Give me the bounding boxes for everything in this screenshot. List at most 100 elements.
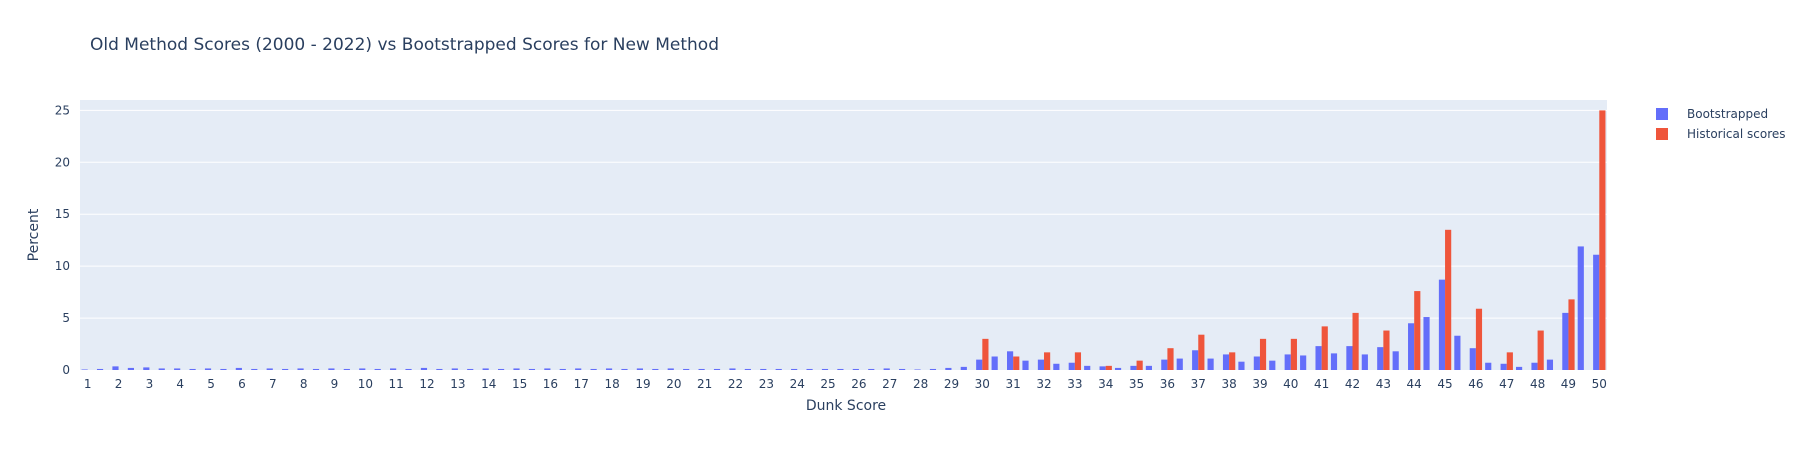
bar-bootstrapped[interactable] — [698, 368, 705, 370]
bar-bootstrapped[interactable] — [143, 367, 150, 370]
bar-bootstrapped[interactable] — [343, 368, 350, 370]
bar-bootstrapped[interactable] — [960, 366, 967, 370]
bar-bootstrapped[interactable] — [976, 359, 983, 370]
bar-bootstrapped[interactable] — [1346, 346, 1353, 370]
bar-bootstrapped[interactable] — [282, 368, 289, 370]
bar-bootstrapped[interactable] — [1546, 359, 1554, 370]
bar-bootstrapped[interactable] — [1408, 323, 1415, 370]
bar-historical-scores[interactable] — [1013, 356, 1020, 371]
bar-bootstrapped[interactable] — [189, 368, 196, 370]
bar-bootstrapped[interactable] — [713, 368, 721, 370]
bar-bootstrapped[interactable] — [1577, 246, 1584, 370]
bar-historical-scores[interactable] — [1198, 334, 1205, 370]
legend-item-historical-scores[interactable]: Historical scores — [1656, 127, 1786, 141]
bar-bootstrapped[interactable] — [1392, 351, 1399, 370]
bar-bootstrapped[interactable] — [1238, 361, 1245, 370]
bar-bootstrapped[interactable] — [852, 368, 859, 370]
bar-bootstrapped[interactable] — [112, 366, 119, 370]
bar-bootstrapped[interactable] — [1099, 366, 1106, 370]
bar-bootstrapped[interactable] — [390, 368, 397, 370]
bar-bootstrapped[interactable] — [760, 368, 767, 370]
bar-bootstrapped[interactable] — [1037, 359, 1045, 370]
bar-bootstrapped[interactable] — [420, 367, 428, 370]
bar-historical-scores[interactable] — [1105, 365, 1112, 370]
bar-bootstrapped[interactable] — [1176, 358, 1183, 370]
bar-bootstrapped[interactable] — [1053, 363, 1060, 370]
bar-bootstrapped[interactable] — [1222, 354, 1230, 370]
bar-bootstrapped[interactable] — [1130, 365, 1137, 370]
bar-bootstrapped[interactable] — [158, 368, 165, 370]
bar-bootstrapped[interactable] — [929, 368, 937, 370]
bar-bootstrapped[interactable] — [1284, 354, 1291, 370]
bar-bootstrapped[interactable] — [81, 369, 88, 370]
bar-bootstrapped[interactable] — [1114, 367, 1122, 370]
bar-historical-scores[interactable] — [1506, 352, 1513, 370]
bar-bootstrapped[interactable] — [590, 368, 597, 370]
bar-bootstrapped[interactable] — [1485, 362, 1492, 370]
bar-bootstrapped[interactable] — [1068, 362, 1075, 370]
bar-bootstrapped[interactable] — [991, 356, 998, 371]
bar-historical-scores[interactable] — [1044, 352, 1051, 370]
bar-bootstrapped[interactable] — [806, 368, 813, 370]
bar-bootstrapped[interactable] — [513, 368, 520, 370]
bar-bootstrapped[interactable] — [328, 368, 335, 370]
bar-bootstrapped[interactable] — [744, 368, 751, 370]
bar-bootstrapped[interactable] — [1423, 317, 1430, 370]
bar-historical-scores[interactable] — [1136, 360, 1143, 370]
bar-historical-scores[interactable] — [1321, 326, 1328, 370]
bar-historical-scores[interactable] — [1167, 348, 1174, 370]
bar-historical-scores[interactable] — [1537, 330, 1544, 370]
bar-bootstrapped[interactable] — [235, 367, 242, 370]
bar-bootstrapped[interactable] — [1022, 360, 1029, 370]
bar-bootstrapped[interactable] — [1084, 365, 1091, 370]
bar-bootstrapped[interactable] — [1454, 335, 1461, 370]
bar-bootstrapped[interactable] — [1330, 353, 1338, 370]
bar-bootstrapped[interactable] — [204, 368, 212, 370]
bar-historical-scores[interactable] — [1352, 312, 1359, 370]
bar-bootstrapped[interactable] — [729, 368, 736, 370]
bar-bootstrapped[interactable] — [1562, 312, 1569, 370]
bar-historical-scores[interactable] — [1445, 229, 1452, 370]
bar-historical-scores[interactable] — [982, 338, 989, 370]
bar-bootstrapped[interactable] — [266, 368, 273, 370]
bar-bootstrapped[interactable] — [1438, 279, 1446, 370]
bar-bootstrapped[interactable] — [451, 368, 458, 370]
bar-bootstrapped[interactable] — [359, 368, 366, 370]
bar-bootstrapped[interactable] — [482, 368, 489, 370]
bar-bootstrapped[interactable] — [297, 368, 304, 370]
bar-bootstrapped[interactable] — [1500, 363, 1507, 370]
bar-bootstrapped[interactable] — [821, 368, 829, 370]
bar-bootstrapped[interactable] — [605, 368, 613, 370]
bar-bootstrapped[interactable] — [1377, 347, 1384, 370]
bar-historical-scores[interactable] — [1229, 352, 1236, 370]
bar-bootstrapped[interactable] — [883, 368, 890, 370]
bar-bootstrapped[interactable] — [1269, 360, 1276, 370]
bar-bootstrapped[interactable] — [1531, 362, 1538, 370]
bar-bootstrapped[interactable] — [1315, 346, 1322, 370]
bar-historical-scores[interactable] — [1074, 352, 1082, 370]
bar-bootstrapped[interactable] — [1516, 366, 1523, 370]
bar-bootstrapped[interactable] — [945, 367, 952, 370]
bar-bootstrapped[interactable] — [436, 368, 443, 370]
bar-bootstrapped[interactable] — [868, 368, 875, 370]
bar-bootstrapped[interactable] — [374, 368, 381, 370]
bar-bootstrapped[interactable] — [899, 368, 906, 370]
bar-bootstrapped[interactable] — [775, 368, 782, 370]
bar-bootstrapped[interactable] — [683, 368, 690, 370]
bar-bootstrapped[interactable] — [1593, 254, 1600, 370]
bar-bootstrapped[interactable] — [1007, 351, 1014, 370]
bar-bootstrapped[interactable] — [498, 368, 505, 370]
bar-bootstrapped[interactable] — [1145, 365, 1152, 370]
bar-bootstrapped[interactable] — [1207, 358, 1214, 370]
bar-bootstrapped[interactable] — [96, 368, 104, 370]
bar-bootstrapped[interactable] — [251, 368, 258, 370]
bar-bootstrapped[interactable] — [174, 368, 181, 370]
bar-bootstrapped[interactable] — [575, 368, 582, 370]
bar-bootstrapped[interactable] — [220, 368, 227, 370]
bar-bootstrapped[interactable] — [1253, 356, 1260, 371]
bar-bootstrapped[interactable] — [1300, 355, 1307, 370]
bar-historical-scores[interactable] — [1290, 338, 1297, 370]
bar-bootstrapped[interactable] — [791, 368, 798, 370]
bar-bootstrapped[interactable] — [914, 369, 921, 370]
bar-bootstrapped[interactable] — [652, 368, 659, 370]
